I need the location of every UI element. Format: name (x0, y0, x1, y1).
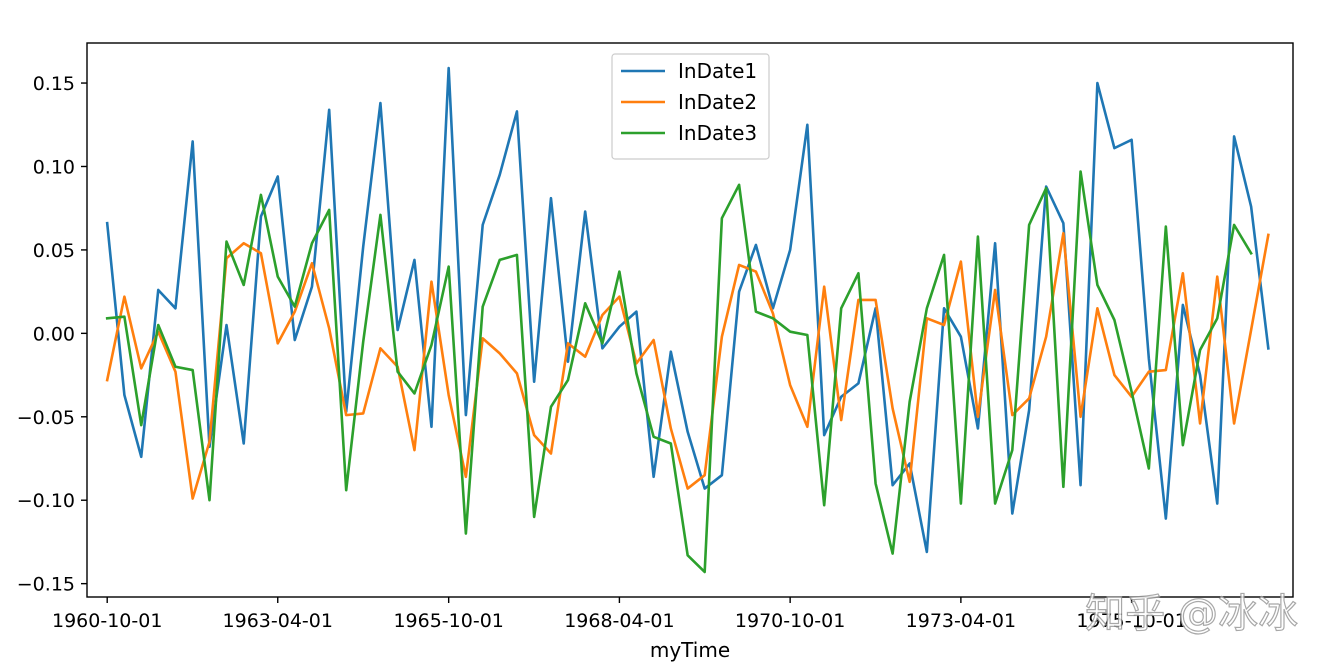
y-tick-label: −0.05 (17, 407, 75, 429)
x-tick-label: 1968-04-01 (564, 610, 674, 632)
legend-label: InDate2 (678, 90, 757, 114)
x-tick-label: 1960-10-01 (52, 610, 162, 632)
x-tick-label: 1973-04-01 (906, 610, 1016, 632)
series-layer (105, 66, 1270, 574)
y-tick-label: 0.15 (33, 73, 75, 95)
x-axis-label: myTime (650, 638, 730, 662)
legend-label: InDate3 (678, 121, 757, 145)
series-line-indate2 (105, 231, 1270, 500)
x-tick-label: 1963-04-01 (223, 610, 333, 632)
y-tick-label: −0.10 (17, 490, 75, 512)
axes-layer: −0.15 −0.10 −0.05 0.00 0.05 0.10 0.15 1960-10-0… (17, 42, 1294, 632)
series-line-indate1 (105, 66, 1270, 554)
y-tick-label: −0.15 (17, 574, 75, 596)
legend: InDate1 InDate2 InDate3 (611, 53, 770, 160)
legend-label: InDate1 (678, 59, 757, 83)
series-line-indate3 (105, 170, 1253, 574)
y-tick-label: 0.00 (33, 323, 75, 345)
x-tick-label: 1970-10-01 (735, 610, 845, 632)
watermark-text: 知乎 @冰冰 (1085, 591, 1298, 637)
y-tick-label: 0.10 (33, 156, 75, 178)
plot-frame (86, 42, 1294, 598)
y-tick-label: 0.05 (33, 240, 75, 262)
x-tick-label: 1975-10-01 (1076, 610, 1186, 632)
x-tick-label: 1965-10-01 (393, 610, 503, 632)
